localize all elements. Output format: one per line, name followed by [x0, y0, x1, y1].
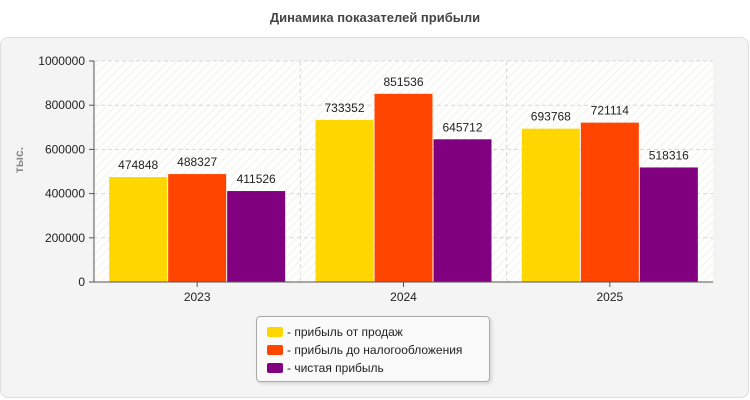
bar-value-label: 474848 [118, 158, 158, 172]
bar [521, 128, 580, 282]
bar [374, 93, 433, 282]
bar-value-label: 411526 [237, 172, 276, 186]
bar-value-label: 733352 [324, 101, 364, 115]
x-tick-label: 2024 [390, 290, 417, 304]
y-tick-label: 400000 [45, 187, 85, 201]
bar [580, 122, 639, 282]
bar-value-label: 488327 [177, 155, 217, 169]
y-axis-label: тыс. [12, 147, 26, 173]
x-tick-labels: 2023 2024 2025 [184, 282, 624, 304]
bar [109, 177, 168, 282]
legend: - прибыль от продаж - прибыль до налогоо… [256, 316, 490, 382]
chart-title: Динамика показателей прибыли [269, 10, 481, 25]
legend-swatch [267, 327, 283, 337]
y-tick-label: 1000000 [38, 54, 85, 68]
legend-label: - прибыль до налогообложения [287, 343, 463, 357]
y-tick-label: 200000 [45, 231, 85, 245]
legend-swatch [267, 363, 283, 373]
legend-item: - прибыль от продаж [267, 323, 479, 341]
legend-item: - прибыль до налогообложения [267, 341, 479, 359]
bar [639, 167, 698, 282]
bar-value-label: 645712 [442, 120, 482, 134]
bars-group [109, 93, 698, 283]
legend-label: - чистая прибыль [287, 361, 384, 375]
y-tick-labels: 0 200000 400000 600000 800000 1000000 [38, 54, 94, 289]
legend-label: - прибыль от продаж [287, 325, 403, 339]
y-tick-label: 800000 [45, 98, 85, 112]
bar-value-label: 851536 [383, 75, 423, 89]
y-tick-label: 0 [78, 275, 85, 289]
x-tick-label: 2023 [184, 290, 211, 304]
bar-value-label: 518316 [649, 148, 689, 162]
bar [227, 191, 286, 282]
legend-swatch [267, 345, 283, 355]
bar-labels-group: 474848 488327 411526 733352 851536 645712 6937… [118, 75, 689, 186]
bar [168, 174, 227, 282]
x-tick-label: 2025 [596, 290, 623, 304]
y-tick-label: 600000 [45, 142, 85, 156]
bar-value-label: 693768 [531, 110, 571, 124]
bar [315, 119, 374, 283]
bar [433, 139, 492, 282]
bar-value-label: 721114 [591, 104, 630, 118]
legend-item: - чистая прибыль [267, 359, 479, 377]
